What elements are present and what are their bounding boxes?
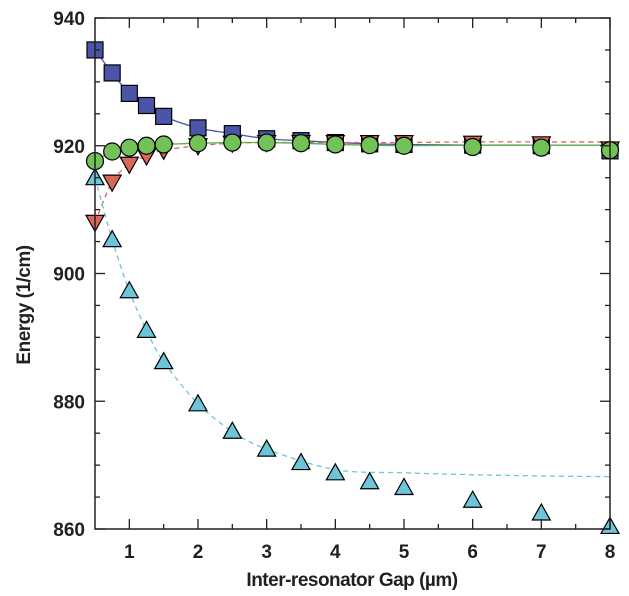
y-axis-title: Energy (1/cm) [14, 245, 35, 364]
circle-marker [103, 142, 122, 161]
triangle-up-marker [256, 438, 277, 457]
square-marker [137, 96, 156, 115]
circle-marker [188, 134, 208, 153]
data-markers [84, 41, 621, 535]
triangle-up-marker [119, 280, 140, 299]
fit-line-series-1 [95, 49, 610, 146]
triangle-down-marker [102, 174, 123, 193]
fit-line-series-4 [95, 177, 610, 478]
x-tick-label: 7 [536, 542, 547, 563]
triangle-up-marker [531, 502, 552, 521]
circle-marker [120, 138, 139, 157]
x-tick-label: 5 [399, 542, 410, 563]
triangle-up-marker [222, 421, 243, 439]
triangle-up-marker [462, 490, 483, 508]
triangle-up-marker [187, 393, 209, 412]
x-tick-label: 3 [261, 542, 272, 563]
triangle-up-marker [290, 452, 312, 471]
y-tick-label: 880 [53, 392, 85, 413]
circle-marker [291, 134, 311, 153]
triangle-up-marker [102, 229, 123, 248]
x-tick-label: 2 [193, 542, 204, 563]
circle-marker [532, 138, 551, 157]
triangle-up-marker [325, 462, 346, 481]
x-tick-label: 4 [330, 542, 341, 563]
x-axis-title: Inter-resonator Gap (µm) [246, 570, 457, 591]
triangle-up-marker [136, 320, 157, 338]
circle-marker [463, 137, 482, 157]
circle-marker [154, 135, 173, 154]
y-tick-label: 900 [53, 265, 85, 286]
circle-marker [137, 136, 156, 155]
square-marker [189, 119, 207, 137]
x-tick-label: 6 [467, 542, 478, 563]
square-marker [120, 84, 138, 102]
circle-marker [360, 136, 379, 155]
x-tick-label: 8 [605, 542, 616, 563]
square-marker [103, 64, 121, 82]
axis-ticks [95, 17, 611, 530]
circle-marker [257, 133, 276, 152]
square-marker [155, 107, 173, 125]
triangle-up-marker [393, 477, 415, 496]
plot-frame [94, 17, 611, 530]
circle-marker [394, 136, 414, 155]
tick-labels: 1 2 3 4 5 6 7 8 860 880 900 920 940 [53, 9, 615, 563]
y-tick-label: 940 [53, 9, 85, 30]
circle-marker [326, 135, 345, 154]
circle-marker [223, 133, 242, 152]
x-tick-label: 1 [124, 542, 135, 563]
triangle-down-marker [119, 156, 140, 175]
y-tick-label: 860 [53, 520, 85, 541]
y-tick-label: 920 [53, 137, 85, 158]
triangle-up-marker [359, 471, 380, 490]
triangle-up-marker [153, 351, 174, 370]
